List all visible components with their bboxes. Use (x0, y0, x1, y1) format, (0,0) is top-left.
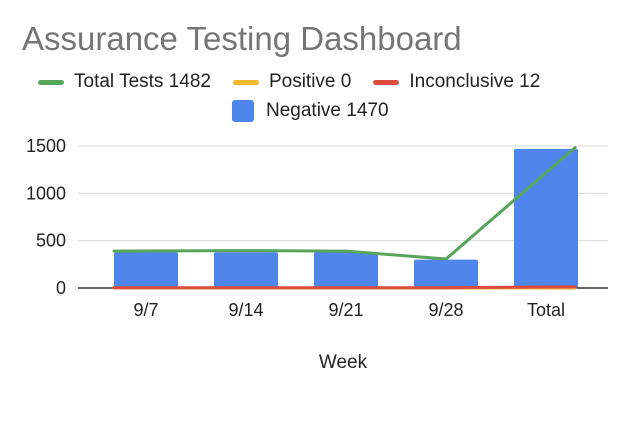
legend-row-1: Total Tests 1482 Positive 0 Inconclusive… (38, 71, 562, 93)
legend-swatch-total-tests (38, 79, 64, 85)
x-tick-label: Total (527, 300, 565, 320)
bar (514, 148, 578, 288)
legend-item-positive: Positive 0 (232, 71, 352, 93)
legend-item-inconclusive: Inconclusive 12 (373, 71, 540, 93)
legend-item-total-tests: Total Tests 1482 (38, 71, 211, 93)
legend-label-positive: Positive 0 (268, 71, 352, 92)
y-tick-label: 500 (36, 231, 66, 251)
y-tick-label: 0 (56, 278, 66, 298)
bar (314, 252, 378, 288)
y-tick-label: 1000 (26, 183, 66, 203)
x-tick-label: 9/21 (328, 300, 363, 320)
bar (114, 252, 178, 288)
legend-row-2: Negative 1470 (232, 100, 411, 122)
legend-label-total-tests: Total Tests 1482 (74, 71, 211, 92)
legend-item-negative: Negative 1470 (232, 100, 389, 122)
legend-swatch-negative (232, 100, 254, 122)
chart-title: Assurance Testing Dashboard (22, 20, 462, 57)
x-tick-label: 9/28 (428, 300, 463, 320)
legend-swatch-inconclusive (373, 79, 400, 85)
x-tick-label: 9/14 (228, 300, 263, 320)
y-tick-label: 1500 (26, 136, 66, 156)
x-tick-label: 9/7 (133, 300, 158, 320)
legend-label-inconclusive: Inconclusive 12 (409, 71, 541, 92)
legend-label-negative: Negative 1470 (266, 100, 389, 121)
x-axis-title: Week (319, 352, 368, 373)
series-line (112, 285, 577, 290)
series-line (112, 146, 577, 261)
bar (414, 259, 478, 288)
bar (214, 252, 278, 288)
legend-swatch-positive (232, 79, 259, 85)
